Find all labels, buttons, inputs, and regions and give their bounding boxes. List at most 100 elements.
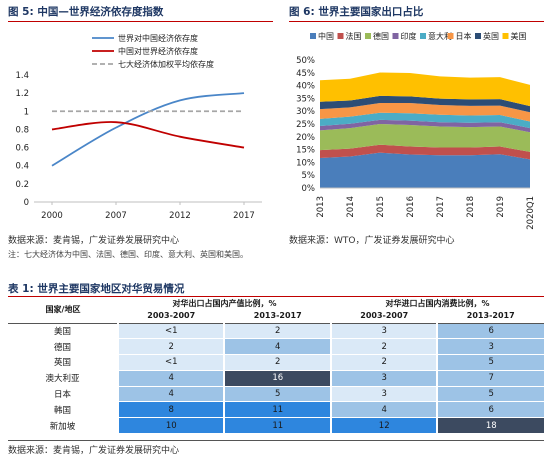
x-tick-label: 2017 [233, 211, 255, 221]
row-value: 3 [329, 370, 438, 387]
area-series [320, 152, 530, 188]
y-tick-label: 0.4 [15, 162, 29, 172]
y-tick-label: 5% [302, 171, 316, 181]
area-series [320, 119, 530, 133]
trade-table: 国家/地区 对华出口占国内产值比例，% 对华进口占国内消费比例，% 2003-2… [8, 297, 544, 435]
x-tick-label: 2014 [346, 196, 356, 218]
row-value: 5 [436, 386, 544, 403]
y-tick-label: 35% [296, 94, 315, 104]
x-tick-label: 2016 [406, 196, 416, 218]
row-value: 2 [329, 338, 438, 356]
y-tick-label: 1.4 [15, 71, 29, 81]
x-tick-label: 2020Q1 [526, 196, 536, 230]
row-value: 16 [223, 370, 331, 387]
x-tick-label: 2000 [41, 211, 63, 221]
x-tick-label: 2007 [105, 211, 127, 221]
area-series [320, 103, 530, 122]
row-value: 3 [329, 323, 438, 340]
y-tick-label: 15% [296, 146, 315, 156]
table-source: 数据来源：麦肯锡，广发证券发展研究中心 [8, 446, 180, 456]
legend-swatch [447, 33, 454, 39]
row-value: 4 [116, 386, 225, 403]
export-share-area-chart: 0% 5% 10% 15% 20% 25% 30% 35% 40% 45% 50% 2013 2014 2… [296, 31, 536, 230]
x-tick-label: 2013 [316, 196, 326, 218]
row-value: <1 [116, 323, 225, 340]
series-line [51, 92, 245, 167]
y-tick-label: 1.2 [15, 89, 29, 99]
y-tick-label: 0.2 [15, 180, 29, 190]
row-value: 2 [223, 323, 331, 340]
table-row: 美国 <1 2 3 6 [8, 323, 544, 340]
row-value: 4 [329, 401, 438, 419]
legend-label: 法国 [346, 31, 362, 41]
row-value: 5 [436, 354, 544, 371]
y-tick-label: 30% [296, 107, 315, 117]
table-row: 日本 4 5 3 5 [8, 386, 544, 403]
y-tick-label: 0 [24, 198, 29, 208]
header-period: 2013-2017 [466, 311, 515, 321]
legend-label: 七大经济体加权平均依存度 [118, 59, 214, 69]
row-value: 4 [116, 370, 225, 387]
left-source: 数据来源：麦肯锡，广发证券发展研究中心 [8, 236, 180, 246]
row-value: 5 [223, 386, 331, 403]
right-chart-title: 图 6: 世界主要国家出口占比 [289, 6, 424, 18]
row-value: 11 [223, 401, 331, 419]
legend-label: 英国 [483, 31, 499, 41]
row-country: 韩国 [53, 405, 71, 416]
legend-label: 世界对中国经济依存度 [118, 33, 198, 43]
table-row: 英国 <1 2 2 5 [8, 354, 544, 371]
legend-swatch [365, 33, 371, 39]
row-value: 2 [116, 338, 225, 356]
row-value: 2 [223, 354, 331, 371]
area-series [320, 112, 530, 129]
legend-label: 美国 [511, 31, 527, 41]
table-bottom-rule [8, 440, 544, 441]
legend-label: 意大利 [428, 31, 452, 41]
x-tick-label: 2018 [466, 196, 476, 218]
left-title-rule [8, 21, 273, 22]
y-tick-label: 0% [302, 184, 316, 194]
legend-swatch [475, 33, 481, 39]
row-value: 2 [329, 354, 438, 371]
row-country: 新加坡 [49, 421, 76, 432]
x-tick-label: 2015 [376, 196, 386, 218]
row-value: 4 [223, 338, 331, 356]
table-row: 韩国 8 11 4 6 [8, 401, 544, 419]
header-period: 2003-2007 [360, 311, 409, 321]
row-value: <1 [116, 354, 225, 371]
left-note: 注：七大经济体为中国、法国、德国、印度、意大利、英国和美国。 [8, 250, 248, 259]
legend-swatch [337, 33, 344, 39]
y-tick-label: 0.6 [15, 144, 29, 154]
legend-swatch [420, 33, 426, 39]
legend-label: 中国 [318, 31, 334, 41]
row-value: 11 [223, 417, 331, 435]
y-tick-label: 45% [296, 69, 315, 79]
y-tick-label: 20% [296, 133, 315, 143]
table-row: 澳大利亚 4 16 3 7 [8, 370, 544, 387]
y-tick-label: 1 [24, 107, 29, 117]
x-tick-label: 2012 [169, 211, 191, 221]
legend-swatch [310, 33, 316, 39]
row-country: 日本 [53, 390, 71, 401]
row-value: 7 [436, 370, 544, 387]
row-country: 澳大利亚 [45, 374, 80, 385]
area-series [320, 144, 530, 160]
y-tick-label: 50% [296, 56, 315, 66]
dependency-line-chart: 0 0.2 0.4 0.6 0.8 1 1.2 1.4 2000 2007 2012 2017 世界对中… [15, 33, 262, 221]
legend-label: 德国 [373, 31, 389, 41]
header-period: 2013-2017 [253, 311, 302, 321]
right-source: 数据来源：WTO，广发证券发展研究中心 [289, 236, 455, 246]
table-title-rule [8, 296, 544, 297]
header-country: 国家/地区 [45, 305, 81, 315]
row-country: 美国 [53, 327, 71, 338]
right-title-rule [289, 21, 544, 22]
row-value: 8 [116, 401, 225, 419]
table-row: 新加坡 10 11 12 18 [8, 417, 544, 435]
header-export-share: 对华出口占国内产值比例，% [172, 298, 277, 308]
x-tick-label: 2017 [436, 196, 446, 218]
area-series [320, 95, 530, 113]
row-country: 德国 [53, 342, 71, 353]
x-tick-label: 2019 [496, 196, 506, 218]
table-row: 德国 2 4 2 3 [8, 338, 544, 356]
row-value: 12 [329, 417, 438, 435]
